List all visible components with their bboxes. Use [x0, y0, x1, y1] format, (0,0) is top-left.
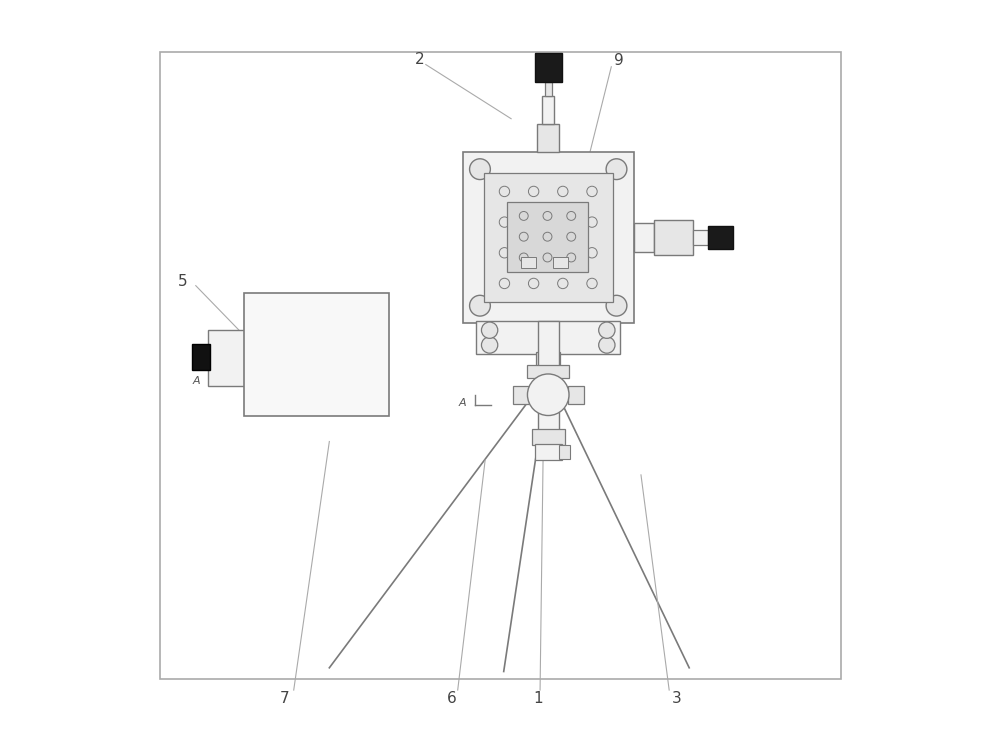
Text: 1: 1: [534, 692, 543, 706]
Bar: [537, 124, 559, 152]
Text: 3: 3: [672, 692, 681, 706]
Bar: [708, 226, 733, 249]
Bar: [532, 429, 565, 445]
Bar: [527, 365, 569, 378]
Text: A: A: [193, 375, 200, 386]
Bar: [542, 96, 554, 124]
Text: 9: 9: [614, 53, 624, 68]
Bar: [545, 82, 552, 96]
Bar: [553, 257, 568, 268]
Circle shape: [527, 374, 569, 416]
Bar: [521, 257, 536, 268]
Bar: [476, 321, 620, 354]
Circle shape: [599, 337, 615, 353]
Bar: [538, 401, 559, 430]
Bar: [192, 344, 210, 370]
Text: 7: 7: [280, 692, 290, 706]
Text: 5: 5: [178, 275, 187, 289]
Circle shape: [606, 295, 627, 316]
Text: A: A: [458, 398, 466, 408]
Bar: [536, 352, 560, 367]
Circle shape: [606, 159, 627, 180]
Bar: [244, 293, 389, 416]
Bar: [535, 444, 562, 460]
Bar: [513, 386, 529, 404]
Circle shape: [599, 322, 615, 338]
Bar: [654, 220, 693, 255]
Bar: [507, 202, 588, 272]
Bar: [693, 230, 708, 245]
Circle shape: [481, 337, 498, 353]
Text: 6: 6: [447, 692, 457, 706]
Bar: [535, 53, 562, 82]
Bar: [559, 445, 570, 459]
Bar: [538, 321, 559, 367]
Bar: [484, 173, 613, 302]
Circle shape: [470, 159, 490, 180]
Circle shape: [481, 322, 498, 338]
Bar: [160, 52, 841, 679]
Text: 2: 2: [415, 52, 425, 67]
Bar: [634, 223, 654, 252]
Bar: [208, 330, 247, 386]
Bar: [568, 386, 584, 404]
Circle shape: [470, 295, 490, 316]
Bar: [463, 152, 634, 323]
